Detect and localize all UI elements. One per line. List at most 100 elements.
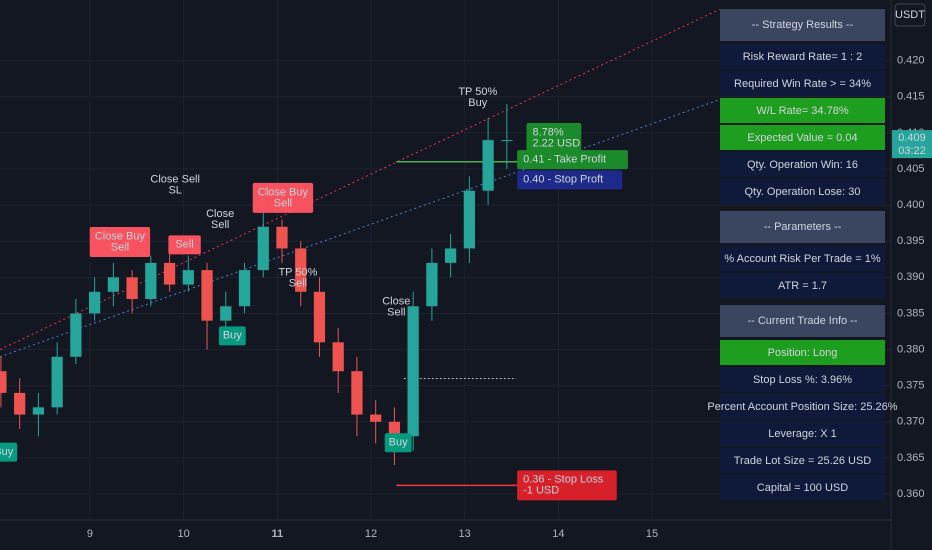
annotation-text: Sell — [289, 277, 307, 289]
countdown: 03:22 — [898, 145, 926, 157]
annotation-box — [89, 226, 151, 257]
annotation-text: SL — [168, 184, 181, 196]
candle-body — [426, 262, 438, 307]
annotation-box — [218, 326, 246, 346]
annotation-text: 2.22 USD — [533, 137, 581, 149]
candle-body — [145, 262, 157, 299]
candle-body — [201, 270, 213, 321]
panel-row-text: % Account Risk Per Trade = 1% — [724, 253, 880, 265]
panel-row — [720, 448, 885, 473]
panel-row — [720, 71, 885, 96]
candle-body — [257, 226, 269, 271]
panel-header — [720, 9, 885, 41]
y-tick-label: 0.395 — [897, 235, 925, 247]
candle-body — [351, 371, 363, 415]
y-tick-label: 0.415 — [897, 91, 925, 103]
candle-body — [463, 190, 475, 249]
candle-body — [89, 291, 101, 314]
annotation-text: 0.36 - Stop Loss — [523, 474, 604, 486]
panel-title: -- Parameters -- — [764, 221, 842, 233]
candle-body — [163, 262, 176, 285]
annotation-text: Close Buy — [258, 186, 309, 198]
annotation: Buy — [218, 326, 246, 346]
annotation-text: Buy — [389, 437, 408, 449]
panel-header — [720, 211, 885, 243]
annotation: Sell — [168, 235, 201, 255]
annotation-text: Close — [206, 208, 234, 220]
candle-body — [295, 248, 307, 292]
candle-body — [388, 421, 401, 437]
candle-body — [51, 356, 63, 408]
annotation-tag — [526, 122, 582, 153]
annotation: 8.78%2.22 USD — [526, 122, 582, 153]
annotation: Buy — [0, 442, 18, 462]
annotation: Buy — [384, 433, 412, 453]
candle-body — [70, 313, 82, 357]
candle-body — [0, 371, 7, 393]
panel-row — [720, 394, 885, 419]
y-tick-label: 0.375 — [897, 380, 925, 392]
y-tick-label: 0.360 — [897, 488, 925, 500]
y-tick-label: 0.390 — [897, 271, 925, 283]
candle-body — [238, 270, 251, 307]
candle-body — [407, 306, 419, 437]
annotation-text: Sell — [111, 241, 129, 253]
annotation-tag — [517, 470, 617, 501]
trend-line — [0, 99, 720, 358]
annotation-text: TP 50% — [278, 266, 317, 278]
annotation-text: Buy — [0, 446, 14, 458]
candle-body — [445, 248, 457, 263]
panel-row — [720, 475, 885, 500]
panel-row-text: Qty. Operation Lose: 30 — [745, 186, 861, 198]
candle-body — [332, 342, 344, 372]
annotation-text: 8.78% — [533, 126, 564, 138]
x-tick-label: 10 — [177, 528, 189, 540]
annotation-text: Close — [382, 295, 410, 307]
panel-row-text: Risk Reward Rate= 1 : 2 — [743, 51, 863, 63]
annotation-text: 0.40 - Stop Proft — [523, 174, 603, 186]
current-price: 0.409 — [898, 132, 926, 144]
annotation-text: TP 50% — [458, 86, 497, 98]
candle-body — [220, 306, 232, 321]
panel-row-text: Percent Account Position Size: 25.26% — [707, 401, 897, 413]
annotation-box — [0, 442, 18, 462]
candle-body — [370, 414, 382, 422]
y-tick-label: 0.400 — [897, 199, 925, 211]
panel-row — [720, 98, 885, 123]
panel-title: -- Strategy Results -- — [752, 19, 854, 31]
panel-title: -- Current Trade Info -- — [747, 315, 857, 327]
annotation-text: Close Buy — [95, 230, 146, 242]
y-tick-label: 0.405 — [897, 163, 925, 175]
x-tick-label: 13 — [459, 528, 471, 540]
candle-body — [14, 392, 26, 415]
annotation: TP 50%Buy — [458, 86, 497, 109]
panel-row — [720, 152, 885, 177]
panel-row-text: Position: Long — [768, 347, 838, 359]
annotation: 0.41 - Take Profit — [517, 150, 628, 170]
panel-row — [720, 179, 885, 204]
panel-row — [720, 125, 885, 150]
candle-body — [501, 140, 513, 142]
panel-row — [720, 246, 885, 271]
x-tick-label: 9 — [87, 528, 93, 540]
panel-row-text: Capital = 100 USD — [757, 482, 848, 494]
annotation-text: 0.41 - Take Profit — [523, 154, 606, 166]
panel-row — [720, 421, 885, 446]
candle-body — [482, 140, 494, 191]
annotation-text: Sell — [211, 219, 229, 231]
annotation-text: Close Sell — [150, 173, 200, 185]
annotation-text: Sell — [274, 197, 292, 209]
candle-body — [182, 270, 194, 285]
currency-badge[interactable] — [894, 3, 926, 27]
panel-header — [720, 305, 885, 337]
annotation-text: Buy — [468, 97, 487, 109]
y-tick-label: 0.380 — [897, 343, 925, 355]
panel-row-text: Expected Value = 0.04 — [747, 132, 857, 144]
panel-row-text: Trade Lot Size = 25.26 USD — [734, 455, 872, 467]
annotation-box — [168, 235, 201, 255]
